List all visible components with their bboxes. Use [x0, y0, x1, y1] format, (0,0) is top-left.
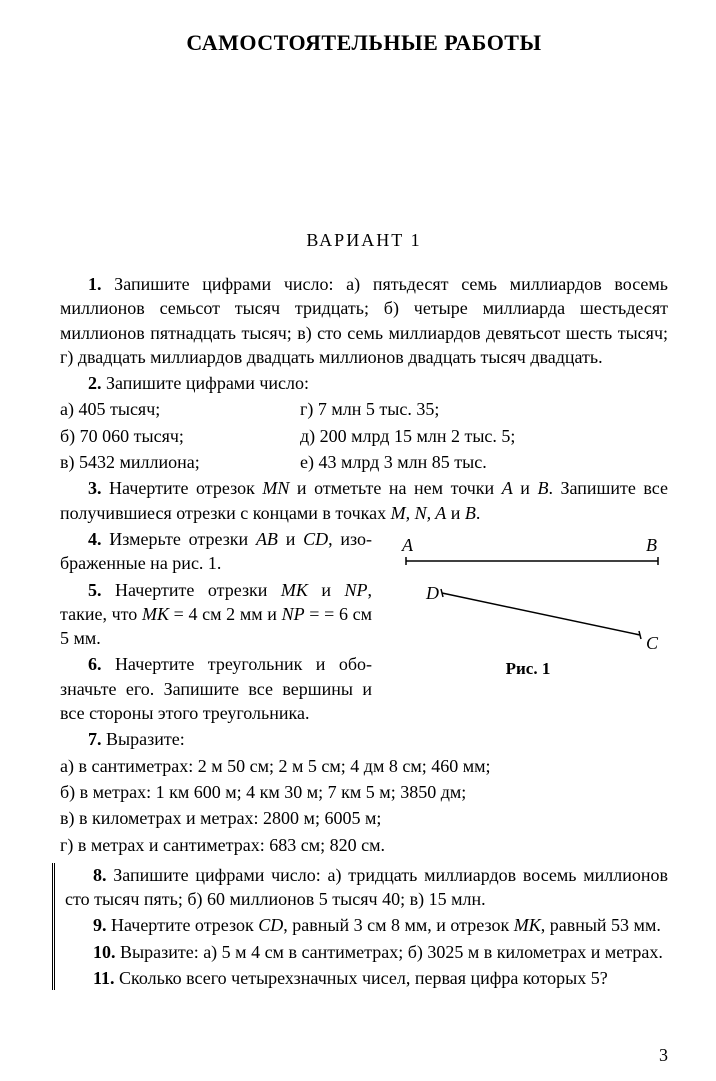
t4a: Измерьте отрезки: [109, 529, 256, 549]
task-2-lead: 2. Запишите цифрами число:: [60, 371, 668, 395]
task-2-g: г) 7 млн 5 тыс. 35;: [300, 397, 668, 421]
task-num: 5.: [88, 580, 102, 600]
task-2-b: б) 70 060 тысяч;: [60, 424, 300, 448]
t3-A: A: [502, 478, 513, 498]
variant-title: ВАРИАНТ 1: [60, 228, 668, 252]
task-7-b: б) в метрах: 1 км 600 м; 4 км 30 м; 7 км…: [60, 780, 668, 804]
task-2-columns: а) 405 тысяч; б) 70 060 тысяч; в) 5432 м…: [60, 397, 668, 476]
t5-MK2: MK: [142, 604, 169, 624]
task-2-e: е) 43 млрд 3 млн 85 тыс.: [300, 450, 668, 474]
task-9: 9. Начертите отрезок CD, равный 3 см 8 м…: [65, 913, 668, 937]
t5-eq1: = 4 см 2 мм и: [169, 604, 282, 624]
task-num: 6.: [88, 654, 102, 674]
t9-CD: CD: [258, 915, 283, 935]
task-num: 7.: [88, 729, 102, 749]
tick-D: [441, 589, 443, 597]
t7-lead: Выразите:: [106, 729, 185, 749]
t3a: Начертите отрезок: [109, 478, 262, 498]
t3-B2: B: [465, 503, 476, 523]
t5-and: и: [308, 580, 345, 600]
segment-DC: [442, 593, 640, 635]
t9b: , равный 3 см 8 мм, и отрезок: [283, 915, 513, 935]
task-7-lead: 7. Выразите:: [60, 727, 668, 751]
t3-and1: и: [513, 478, 538, 498]
t9c: , равный 53 мм.: [541, 915, 661, 935]
task-7-a: а) в сантиметрах: 2 м 50 см; 2 м 5 см; 4…: [60, 754, 668, 778]
t8-body: Запишите цифрами число: а) тридцать милл…: [65, 865, 668, 909]
task-num: 9.: [93, 915, 107, 935]
label-A: A: [402, 533, 413, 557]
t9a: Начертите отрезок: [111, 915, 258, 935]
task-2-a: а) 405 тысяч;: [60, 397, 300, 421]
main-title: САМОСТОЯТЕЛЬНЫЕ РАБОТЫ: [60, 28, 668, 58]
task-2-lead-text: Запишите цифрами число:: [106, 373, 309, 393]
figure-caption: Рис. 1: [388, 658, 668, 681]
t3b: и отметьте на нем точки: [289, 478, 501, 498]
t5-NP: NP: [344, 580, 367, 600]
task-num: 10.: [93, 942, 116, 962]
t3-and2: и: [446, 503, 465, 523]
task-2-d: д) 200 млрд 15 млн 2 тыс. 5;: [300, 424, 668, 448]
task-num: 11.: [93, 968, 115, 988]
t5a: Начертите отрезки: [115, 580, 281, 600]
task-num: 4.: [88, 529, 102, 549]
t3-letters: M, N, A: [391, 503, 447, 523]
page-number: 3: [659, 1043, 668, 1067]
task-num: 3.: [88, 478, 102, 498]
task-11: 11. Сколько всего четырехзначных чисел, …: [65, 966, 668, 990]
figure-wrap-block: A B D C Рис. 1 4. Измерьте отрезки AB и …: [60, 527, 668, 727]
t4-AB: AB: [256, 529, 278, 549]
label-D: D: [426, 581, 439, 605]
t5-MK: MK: [281, 580, 308, 600]
t4-CD: CD: [303, 529, 328, 549]
task-1: 1. Запишите цифрами число: а) пятьдесят …: [60, 272, 668, 369]
tick-C: [639, 631, 641, 639]
label-B: B: [646, 533, 657, 557]
task-10: 10. Выразите: а) 5 м 4 см в сантиметрах;…: [65, 940, 668, 964]
task-7-c: в) в километрах и метрах: 2800 м; 6005 м…: [60, 806, 668, 830]
t9-MK: MK: [514, 915, 541, 935]
label-C: C: [646, 631, 658, 655]
t5-NP2: NP: [282, 604, 305, 624]
task-num: 8.: [93, 865, 107, 885]
t6-body: Начертите треугольник и обо­значьте его.…: [60, 654, 372, 723]
task-2-col-right: г) 7 млн 5 тыс. 35; д) 200 млрд 15 млн 2…: [300, 397, 668, 476]
ruled-block: 8. Запишите цифрами число: а) тридцать м…: [52, 863, 668, 990]
t4-and: и: [278, 529, 303, 549]
t3-B: B: [537, 478, 548, 498]
task-8: 8. Запишите цифрами число: а) тридцать м…: [65, 863, 668, 912]
figure-1: A B D C Рис. 1: [388, 531, 668, 681]
t3-period: .: [476, 503, 481, 523]
page: САМОСТОЯТЕЛЬНЫЕ РАБОТЫ ВАРИАНТ 1 1. Запи…: [0, 0, 716, 1081]
task-2-col-left: а) 405 тысяч; б) 70 060 тысяч; в) 5432 м…: [60, 397, 300, 476]
task-3: 3. Начертите отрезок MN и отметьте на не…: [60, 476, 668, 525]
task-num: 1.: [88, 274, 102, 294]
t3-MN: MN: [262, 478, 289, 498]
task-2-v: в) 5432 миллиона;: [60, 450, 300, 474]
task-num: 2.: [88, 373, 102, 393]
task-7-d: г) в метрах и сантиметрах: 683 см; 820 с…: [60, 833, 668, 857]
t11-body: Сколько всего четырехзначных чисел, перв…: [119, 968, 608, 988]
task-1-body: Запишите цифрами число: а) пятьдесят сем…: [60, 274, 668, 367]
t10-body: Выразите: а) 5 м 4 см в сантиметрах; б) …: [120, 942, 663, 962]
